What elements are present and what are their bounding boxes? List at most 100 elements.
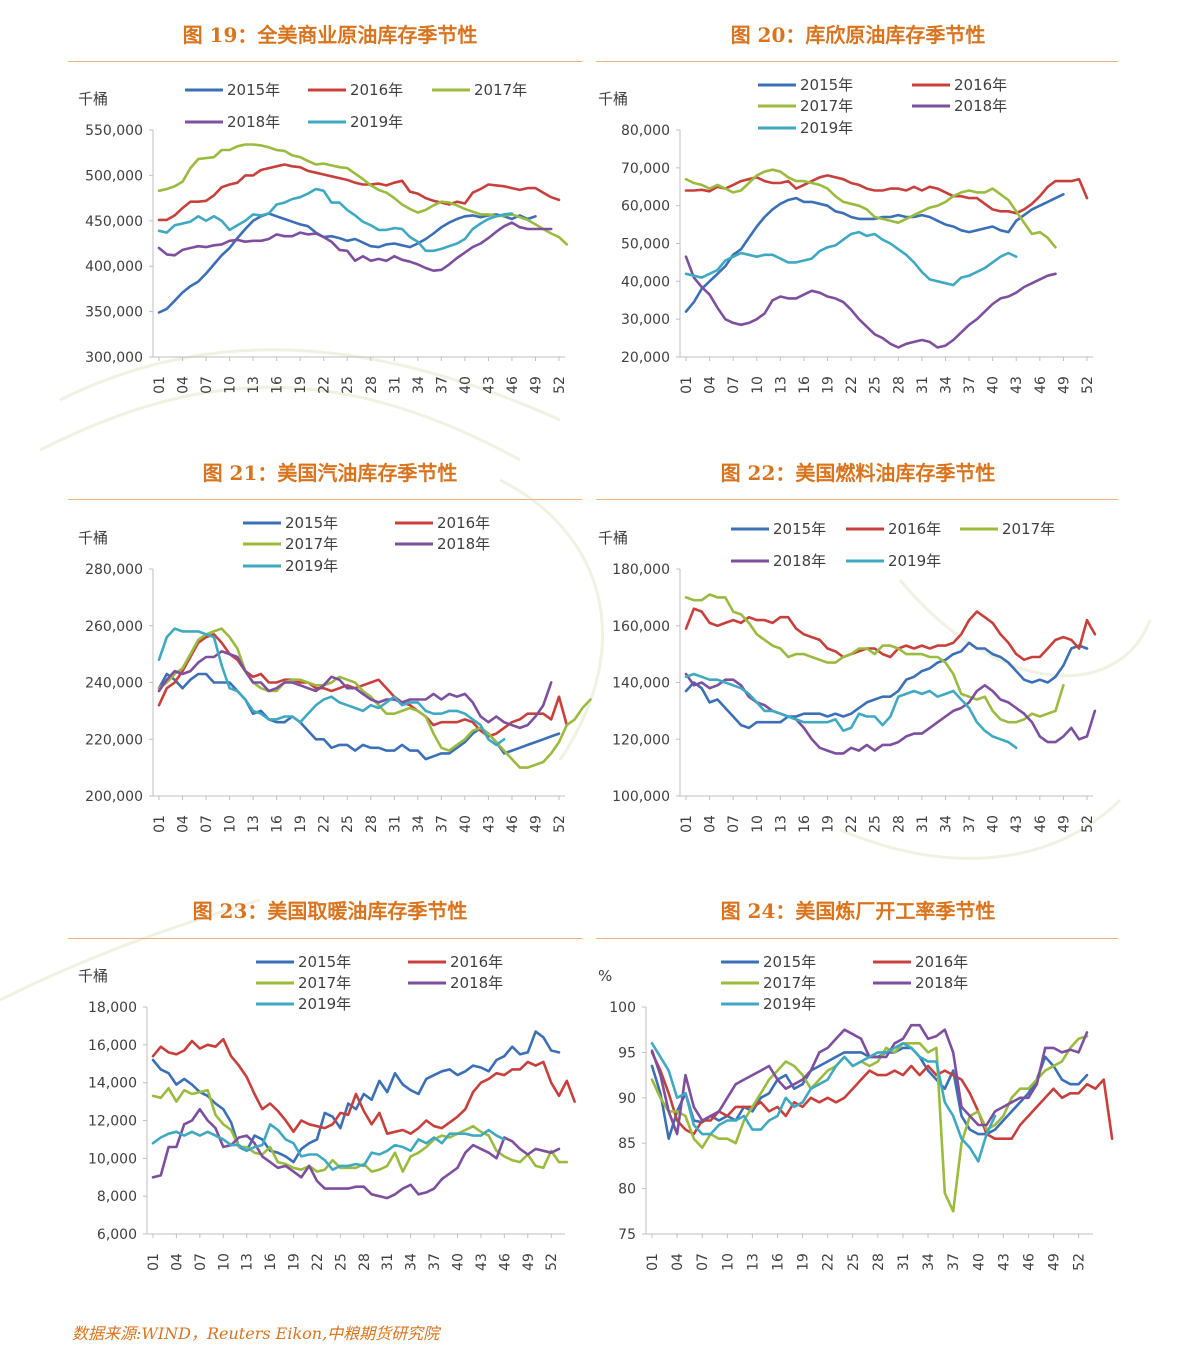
x-tick-label: 22 — [844, 815, 860, 833]
y-unit-label: 千桶 — [78, 529, 108, 547]
y-tick-label: 30,000 — [621, 312, 670, 328]
legend-label: 2017年 — [1002, 520, 1055, 538]
x-tick-label: 49 — [1056, 815, 1072, 833]
y-tick-label: 12,000 — [88, 1114, 137, 1130]
x-tick-label: 37 — [962, 376, 978, 394]
x-tick-label: 46 — [1033, 376, 1049, 394]
legend-label: 2017年 — [285, 535, 338, 553]
x-tick-label: 25 — [333, 1253, 349, 1271]
title-rule — [68, 938, 582, 939]
title-rule — [68, 499, 582, 500]
y-tick-label: 500,000 — [85, 168, 143, 184]
y-tick-label: 280,000 — [85, 562, 143, 578]
x-tick-label: 28 — [891, 376, 907, 394]
x-tick-label: 07 — [199, 815, 215, 833]
x-tick-label: 22 — [844, 376, 860, 394]
x-tick-label: 16 — [270, 376, 286, 394]
series-line-2018年 — [684, 255, 1057, 349]
title-rule — [68, 61, 582, 62]
x-tick-label: 43 — [1009, 376, 1025, 394]
series-line-2019年 — [157, 187, 514, 253]
chart-c21-group: 千桶 200,000 220,000 240,000 260,000 280,000 01 0… — [78, 514, 592, 833]
x-tick-label: 16 — [263, 1253, 279, 1271]
y-tick-label: 6,000 — [97, 1227, 137, 1243]
y-tick-label: 85 — [618, 1136, 636, 1152]
x-tick-label: 31 — [380, 1253, 396, 1271]
x-tick-label: 52 — [1080, 376, 1096, 394]
x-tick-label: 07 — [193, 1253, 209, 1271]
legend-label: 2017年 — [800, 97, 853, 115]
chart-c20-group: 千桶 20,000 30,000 40,000 50,000 60,000 70,000 80… — [598, 76, 1096, 394]
x-tick-label: 16 — [797, 815, 813, 833]
x-tick-label: 16 — [270, 815, 286, 833]
x-tick-label: 19 — [821, 376, 837, 394]
chart-21-title: 图 21：美国汽油库存季节性 — [202, 461, 458, 485]
x-tick-label: 31 — [896, 1253, 912, 1271]
series-line-2019年 — [151, 1123, 506, 1171]
legend-label: 2018年 — [437, 535, 490, 553]
y-tick-label: 95 — [618, 1045, 636, 1061]
x-tick-label: 28 — [871, 1253, 887, 1271]
x-tick-label: 37 — [434, 815, 450, 833]
legend-label: 2015年 — [773, 520, 826, 538]
legend-label: 2019年 — [763, 995, 816, 1013]
x-tick-label: 01 — [146, 1253, 162, 1271]
x-tick-label: 07 — [695, 1253, 711, 1271]
x-tick-label: 01 — [152, 815, 168, 833]
x-tick-label: 52 — [1072, 1253, 1088, 1271]
x-tick-label: 10 — [720, 1253, 736, 1271]
y-tick-label: 400,000 — [85, 259, 143, 275]
y-tick-label: 8,000 — [97, 1189, 137, 1205]
legend-label: 2018年 — [773, 552, 826, 570]
x-tick-label: 28 — [891, 815, 907, 833]
chart-c22-group: 千桶 100,000 120,000 140,000 160,000 180,000 01 0… — [598, 520, 1097, 833]
x-tick-label: 22 — [317, 376, 333, 394]
x-tick-label: 49 — [1047, 1253, 1063, 1271]
chart-23-title: 图 23：美国取暖油库存季节性 — [192, 899, 468, 923]
x-tick-label: 25 — [868, 815, 884, 833]
legend-label: 2019年 — [888, 552, 941, 570]
x-tick-label: 04 — [169, 1253, 185, 1271]
x-tick-label: 37 — [427, 1253, 443, 1271]
y-tick-label: 140,000 — [612, 676, 670, 692]
legend-label: 2015年 — [285, 514, 338, 532]
series-line-2016年 — [157, 163, 561, 222]
x-tick-label: 13 — [246, 376, 262, 394]
y-tick-label: 10,000 — [88, 1151, 137, 1167]
x-tick-label: 46 — [505, 815, 521, 833]
x-tick-label: 13 — [745, 1253, 761, 1271]
chart-20-title: 图 20：库欣原油库存季节性 — [730, 23, 986, 47]
x-tick-label: 16 — [770, 1253, 786, 1271]
x-tick-label: 04 — [176, 815, 192, 833]
y-unit-label: % — [598, 967, 612, 985]
x-tick-label: 31 — [915, 376, 931, 394]
y-tick-label: 90 — [618, 1091, 636, 1107]
x-tick-label: 49 — [528, 815, 544, 833]
x-tick-label: 10 — [216, 1253, 232, 1271]
legend-label: 2016年 — [450, 953, 503, 971]
x-tick-label: 37 — [962, 815, 978, 833]
legend-label: 2018年 — [450, 974, 503, 992]
x-tick-label: 40 — [986, 376, 1002, 394]
x-tick-label: 46 — [1021, 1253, 1037, 1271]
series-line-2019年 — [684, 230, 1018, 287]
legend-label: 2017年 — [763, 974, 816, 992]
x-tick-label: 52 — [552, 376, 568, 394]
title-rule — [596, 61, 1118, 62]
series-line-2017年 — [650, 1034, 1089, 1213]
series-line-2018年 — [157, 649, 553, 730]
legend-label: 2018年 — [915, 974, 968, 992]
x-tick-label: 19 — [821, 815, 837, 833]
x-tick-label: 34 — [411, 815, 427, 833]
x-tick-label: 25 — [868, 376, 884, 394]
legend-label: 2018年 — [227, 113, 280, 131]
x-tick-label: 49 — [1056, 376, 1072, 394]
series-line-2019年 — [650, 1042, 997, 1163]
x-tick-label: 13 — [246, 815, 262, 833]
y-tick-label: 14,000 — [88, 1076, 137, 1092]
series-line-2015年 — [684, 193, 1065, 313]
x-tick-label: 31 — [915, 815, 931, 833]
x-tick-label: 13 — [240, 1253, 256, 1271]
series-line-2015年 — [157, 212, 537, 314]
y-tick-label: 100,000 — [612, 789, 670, 805]
